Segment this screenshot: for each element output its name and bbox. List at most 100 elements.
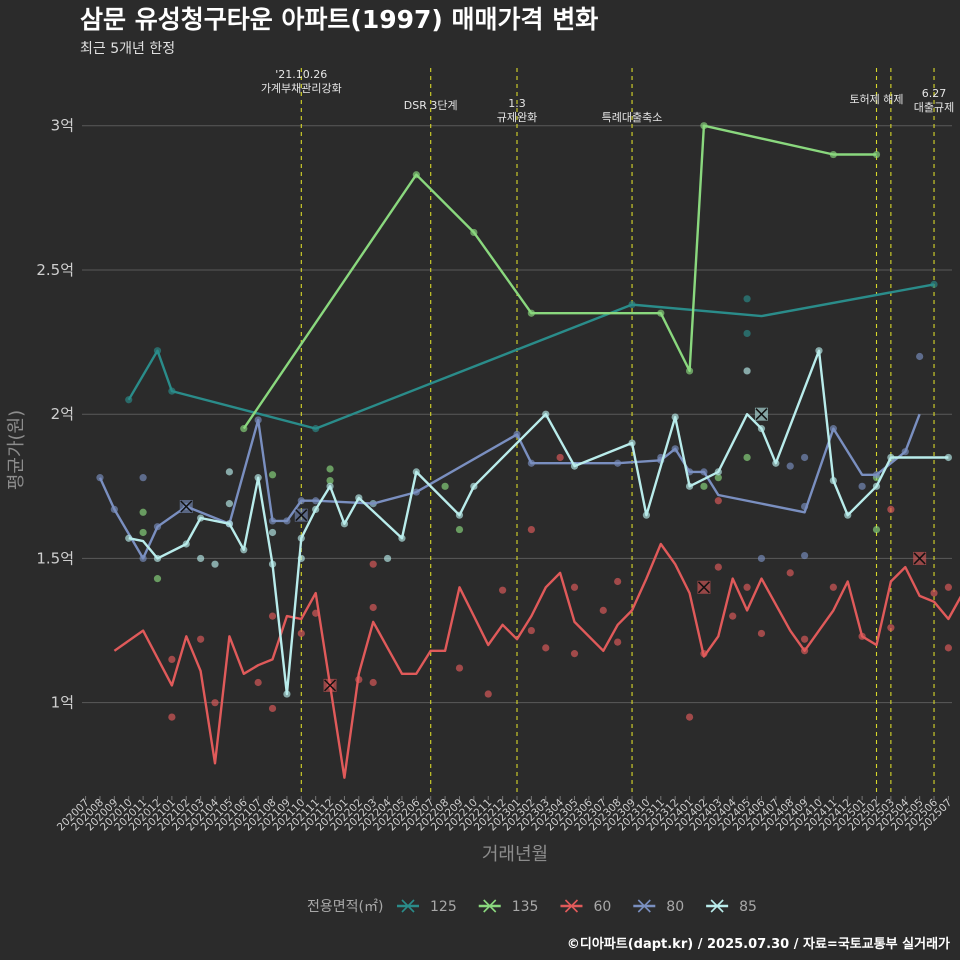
data-point bbox=[685, 713, 694, 721]
data-point bbox=[139, 528, 147, 537]
data-point bbox=[211, 560, 219, 568]
legend-key-cross bbox=[710, 899, 724, 913]
legend-label: 80 bbox=[666, 899, 684, 915]
legend-label: 125 bbox=[430, 899, 457, 915]
data-point bbox=[872, 150, 881, 159]
legend-label: 135 bbox=[512, 899, 539, 915]
data-point bbox=[139, 508, 147, 516]
series-line bbox=[242, 124, 877, 430]
legend-item: 80 bbox=[633, 899, 684, 915]
cancelled-cross bbox=[913, 552, 926, 565]
data-point bbox=[801, 453, 809, 462]
data-point bbox=[542, 644, 550, 652]
data-point bbox=[614, 577, 622, 586]
data-point bbox=[254, 678, 262, 687]
chart-title: 삼문 유성청구타운 아파트(1997) 매매가격 변화 bbox=[80, 5, 598, 34]
legend-item: 85 bbox=[706, 899, 757, 915]
y-axis-title: 평균가(원) bbox=[6, 410, 27, 490]
data-point bbox=[211, 699, 219, 707]
data-point bbox=[944, 644, 953, 652]
data-point bbox=[455, 525, 464, 534]
data-point bbox=[527, 525, 535, 534]
data-point bbox=[714, 474, 722, 482]
legend-item: 135 bbox=[478, 899, 539, 915]
data-point bbox=[786, 569, 794, 577]
data-point bbox=[714, 497, 722, 505]
series-85 bbox=[125, 347, 953, 698]
data-point bbox=[570, 583, 579, 591]
data-point bbox=[369, 560, 377, 568]
data-point bbox=[858, 482, 866, 490]
data-point bbox=[527, 626, 535, 635]
event-label: 1.3 bbox=[508, 97, 526, 110]
series-60 bbox=[113, 453, 960, 779]
data-point bbox=[872, 525, 881, 534]
data-point bbox=[484, 690, 492, 698]
data-point bbox=[743, 453, 751, 462]
legend-key-cross bbox=[401, 899, 415, 913]
series-80 bbox=[96, 352, 924, 563]
legend-title: 전용면적(㎡) bbox=[307, 899, 383, 915]
data-point bbox=[599, 606, 607, 614]
data-point bbox=[743, 583, 751, 591]
cancelled-cross bbox=[295, 509, 308, 522]
data-point bbox=[614, 638, 622, 646]
data-point bbox=[743, 367, 751, 375]
legend-label: 85 bbox=[739, 899, 757, 915]
event-label: 특례대출축소 bbox=[602, 111, 663, 124]
event-label: DSR 3단계 bbox=[404, 99, 458, 112]
series-line bbox=[113, 542, 960, 779]
data-point bbox=[729, 612, 737, 620]
legend: 전용면적(㎡) 125 135 60 80 85 bbox=[307, 899, 757, 915]
data-point bbox=[369, 678, 377, 687]
data-point bbox=[714, 563, 722, 571]
data-point bbox=[930, 280, 938, 288]
data-point bbox=[556, 453, 564, 462]
data-point bbox=[887, 624, 895, 632]
data-point bbox=[944, 583, 953, 591]
event-label: 가계부채관리강화 bbox=[261, 82, 342, 95]
y-tick-label: 1.5억 bbox=[36, 549, 74, 567]
data-point bbox=[441, 482, 449, 490]
legend-key-cross bbox=[483, 899, 497, 913]
data-point bbox=[887, 505, 895, 513]
legend-item: 60 bbox=[560, 899, 611, 915]
data-point bbox=[168, 713, 176, 721]
data-point bbox=[168, 655, 176, 664]
y-tick-label: 3억 bbox=[51, 117, 74, 135]
data-point bbox=[268, 612, 277, 620]
data-point bbox=[499, 586, 507, 594]
series-layer bbox=[96, 122, 960, 779]
data-point bbox=[225, 468, 233, 476]
legend-item: 125 bbox=[397, 899, 457, 915]
event-label: 규제완화 bbox=[497, 111, 537, 124]
data-point bbox=[369, 603, 377, 612]
series-line bbox=[127, 283, 935, 430]
y-tick-label: 1억 bbox=[51, 694, 74, 712]
data-point bbox=[326, 476, 334, 485]
series-125 bbox=[125, 280, 938, 433]
series-line bbox=[128, 349, 949, 696]
data-point bbox=[455, 664, 464, 672]
data-point bbox=[801, 635, 809, 643]
legend-key-cross bbox=[564, 899, 579, 913]
data-point bbox=[944, 453, 953, 462]
data-point bbox=[268, 471, 277, 479]
series-line bbox=[98, 413, 921, 560]
data-point bbox=[153, 575, 162, 583]
data-point bbox=[326, 465, 334, 473]
data-point bbox=[197, 635, 205, 643]
event-label: 토허제 해제 bbox=[849, 92, 903, 106]
data-point bbox=[268, 704, 277, 713]
data-point bbox=[916, 352, 924, 361]
x-axis-title: 거래년월 bbox=[482, 844, 548, 865]
data-point bbox=[139, 474, 147, 482]
data-point bbox=[297, 629, 305, 638]
data-point bbox=[757, 629, 766, 638]
event-label: 대출규제 bbox=[914, 101, 954, 114]
data-point bbox=[829, 583, 837, 591]
cancelled-cross bbox=[697, 581, 710, 594]
data-point bbox=[268, 528, 277, 537]
data-point bbox=[197, 554, 205, 563]
